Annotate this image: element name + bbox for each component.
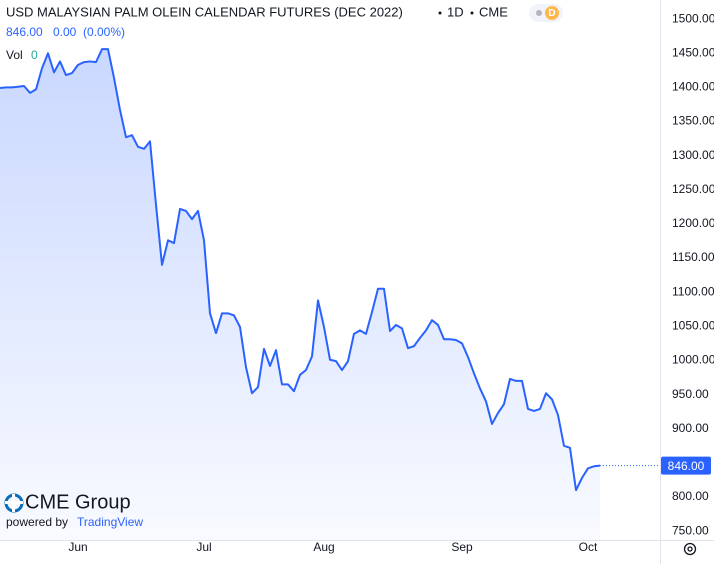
x-tick-label: Aug bbox=[313, 540, 334, 554]
x-tick-label: Jun bbox=[68, 540, 87, 554]
y-tick-label: 950.00 bbox=[672, 387, 709, 401]
powered-by: powered by bbox=[6, 515, 68, 529]
y-tick-label: 750.00 bbox=[672, 523, 709, 537]
exchange: CME bbox=[479, 4, 508, 19]
y-tick-label: 800.00 bbox=[672, 489, 709, 503]
legend: USD MALAYSIAN PALM OLEIN CALENDAR FUTURE… bbox=[6, 4, 563, 62]
badge-circle bbox=[545, 6, 559, 20]
area-fill bbox=[0, 49, 600, 541]
last-price-box bbox=[661, 456, 711, 475]
badge-text: D bbox=[548, 8, 555, 19]
volume-value: 0 bbox=[31, 48, 38, 62]
x-tick-label: Sep bbox=[451, 540, 473, 554]
y-tick-label: 1100.00 bbox=[672, 284, 714, 298]
y-tick-label: 1350.00 bbox=[672, 114, 714, 128]
x-tick-label: Oct bbox=[579, 540, 598, 554]
logo[interactable]: CME Group powered by TradingView bbox=[4, 491, 143, 529]
legend-change-pct: (0.00%) bbox=[83, 25, 125, 39]
y-tick-label: 1150.00 bbox=[672, 250, 714, 264]
interval: 1D bbox=[447, 4, 464, 19]
logo-text: CME Group bbox=[25, 491, 131, 513]
y-tick-label: 1400.00 bbox=[672, 80, 714, 94]
y-tick-label: 1500.00 bbox=[672, 11, 714, 25]
separator bbox=[470, 11, 474, 15]
logo-globe bbox=[4, 493, 24, 513]
y-tick-label: 1200.00 bbox=[672, 216, 714, 230]
chart-title: USD MALAYSIAN PALM OLEIN CALENDAR FUTURE… bbox=[6, 4, 403, 19]
x-tick-label: Jul bbox=[196, 540, 211, 554]
y-tick-label: 1000.00 bbox=[672, 353, 714, 367]
price-line bbox=[0, 48, 601, 492]
volume-label: Vol bbox=[6, 48, 23, 62]
y-tick-label: 900.00 bbox=[672, 421, 709, 435]
separator bbox=[438, 11, 442, 15]
y-tick-label: 1050.00 bbox=[672, 318, 714, 332]
y-tick-label: 1450.00 bbox=[672, 45, 714, 59]
y-tick-label: 1300.00 bbox=[672, 148, 714, 162]
y-tick-label: 1250.00 bbox=[672, 182, 714, 196]
settings-icon[interactable] bbox=[683, 542, 697, 556]
last-price-label: 846.00 bbox=[668, 459, 705, 473]
legend-change: 0.00 bbox=[53, 25, 77, 39]
status-dot bbox=[536, 10, 542, 16]
brand: TradingView bbox=[77, 515, 143, 529]
legend-price: 846.00 bbox=[6, 25, 43, 39]
